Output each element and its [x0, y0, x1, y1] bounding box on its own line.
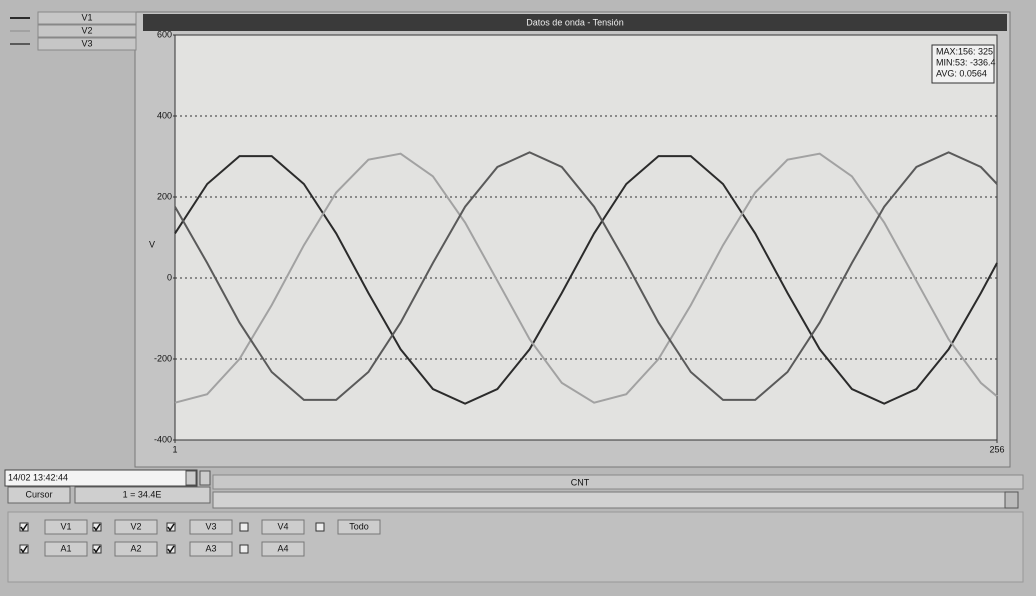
channel-label: Todo [349, 521, 369, 531]
x-axis-label: CNT [571, 477, 590, 487]
scrollbar[interactable] [213, 492, 1018, 508]
x-tick-label: 256 [989, 444, 1004, 454]
channel-label: V3 [205, 521, 216, 531]
cursor-value: 1 = 34.4E [123, 489, 162, 499]
checkbox[interactable] [240, 545, 248, 553]
checkbox[interactable] [240, 523, 248, 531]
y-tick-label: 200 [157, 191, 172, 201]
channel-panel [8, 512, 1023, 582]
y-axis-label: V [149, 239, 155, 249]
y-tick-label: 600 [157, 29, 172, 39]
legend-label: V3 [81, 38, 92, 48]
stat-line: MIN:53: -336.4 [936, 57, 996, 67]
legend-label: V1 [81, 12, 92, 22]
screen: Datos de onda - Tensión V 14/02 13:42:44… [0, 0, 1036, 596]
channel-label: A2 [130, 543, 141, 553]
x-tick-label: 1 [172, 444, 177, 454]
timestamp: 14/02 13:42:44 [8, 472, 68, 482]
y-tick-label: -400 [154, 434, 172, 444]
channel-label: V1 [60, 521, 71, 531]
channel-label: V4 [277, 521, 288, 531]
y-tick-label: 0 [167, 272, 172, 282]
channel-label: A4 [277, 543, 288, 553]
y-tick-label: 400 [157, 110, 172, 120]
cursor-button-label: Cursor [25, 489, 52, 499]
legend-label: V2 [81, 25, 92, 35]
channel-label: A3 [205, 543, 216, 553]
stat-line: AVG: 0.0564 [936, 68, 987, 78]
y-tick-label: -200 [154, 353, 172, 363]
checkbox[interactable] [316, 523, 324, 531]
channel-label: A1 [60, 543, 71, 553]
dropdown-arrow[interactable] [186, 471, 196, 485]
plot-area [175, 35, 997, 440]
stat-line: MAX:156: 325 [936, 46, 993, 56]
x-axis-bar [213, 475, 1023, 489]
spin-button[interactable] [200, 471, 210, 485]
channel-label: V2 [130, 521, 141, 531]
scroll-right[interactable] [1005, 492, 1018, 508]
window-title: Datos de onda - Tensión [526, 17, 623, 27]
